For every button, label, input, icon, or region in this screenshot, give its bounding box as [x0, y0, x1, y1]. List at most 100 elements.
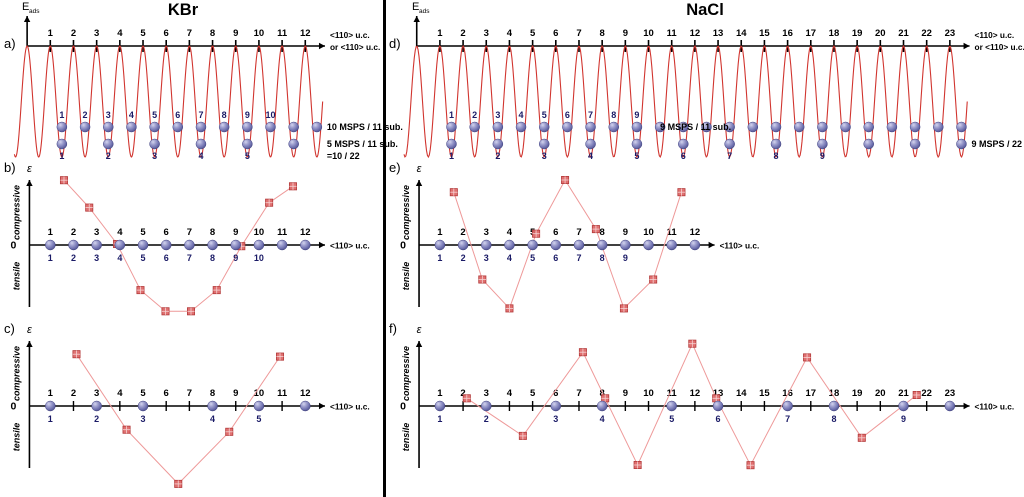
svg-text:12: 12	[690, 227, 701, 238]
svg-text:2: 2	[472, 110, 477, 120]
svg-text:0: 0	[11, 401, 17, 413]
svg-text:21: 21	[898, 388, 909, 399]
svg-text:1: 1	[48, 227, 54, 238]
svg-text:7: 7	[576, 28, 581, 39]
svg-text:15: 15	[759, 388, 770, 399]
svg-text:6: 6	[175, 110, 180, 120]
svg-text:a): a)	[4, 36, 16, 51]
svg-text:7: 7	[588, 110, 593, 120]
svg-text:2: 2	[71, 28, 76, 39]
svg-text:1: 1	[437, 414, 442, 424]
svg-text:2: 2	[495, 151, 500, 161]
svg-text:4: 4	[117, 253, 122, 263]
svg-text:tensile: tensile	[401, 423, 411, 452]
svg-text:6: 6	[716, 414, 721, 424]
svg-text:3: 3	[484, 227, 489, 238]
svg-text:or <110> u.c.: or <110> u.c.	[975, 42, 1024, 52]
svg-text:9: 9	[233, 227, 238, 238]
svg-text:ε: ε	[417, 163, 422, 175]
svg-text:4: 4	[507, 388, 513, 399]
svg-text:5: 5	[530, 253, 535, 263]
svg-text:<110> u.c.: <110> u.c.	[975, 30, 1015, 40]
svg-text:8: 8	[210, 388, 215, 399]
svg-text:4: 4	[117, 227, 123, 238]
svg-text:0: 0	[400, 240, 406, 252]
svg-text:7: 7	[576, 253, 581, 263]
svg-text:tensile: tensile	[11, 423, 21, 452]
svg-text:19: 19	[852, 28, 863, 39]
svg-text:4: 4	[507, 227, 513, 238]
svg-text:3: 3	[141, 414, 146, 424]
svg-text:compressive: compressive	[401, 346, 411, 401]
svg-text:4: 4	[507, 28, 513, 39]
svg-text:3: 3	[553, 414, 558, 424]
svg-text:8: 8	[222, 110, 227, 120]
svg-text:4: 4	[507, 253, 512, 263]
svg-text:6: 6	[164, 28, 169, 39]
svg-text:10: 10	[254, 28, 265, 39]
svg-text:5: 5	[634, 151, 639, 161]
svg-text:2: 2	[460, 227, 465, 238]
svg-text:8: 8	[210, 28, 215, 39]
svg-text:22: 22	[921, 28, 932, 39]
svg-text:3: 3	[94, 28, 99, 39]
svg-text:c): c)	[4, 321, 15, 336]
svg-text:<110> u.c.: <110> u.c.	[720, 241, 760, 251]
svg-text:e): e)	[389, 160, 401, 175]
svg-text:7: 7	[785, 414, 790, 424]
svg-text:7: 7	[187, 227, 192, 238]
svg-text:7: 7	[727, 151, 732, 161]
svg-text:2: 2	[106, 151, 111, 161]
svg-text:d): d)	[389, 36, 401, 51]
svg-text:3: 3	[484, 28, 489, 39]
svg-text:1: 1	[449, 151, 454, 161]
svg-text:1: 1	[437, 253, 442, 263]
svg-text:10: 10	[643, 227, 654, 238]
svg-text:3: 3	[106, 110, 111, 120]
svg-text:1: 1	[48, 253, 53, 263]
svg-text:2: 2	[484, 414, 489, 424]
svg-text:5: 5	[152, 110, 157, 120]
svg-text:6: 6	[164, 253, 169, 263]
svg-text:4: 4	[129, 110, 134, 120]
svg-text:1: 1	[48, 28, 54, 39]
svg-text:2: 2	[460, 28, 465, 39]
svg-text:1: 1	[437, 227, 443, 238]
svg-text:12: 12	[690, 28, 701, 39]
svg-text:1: 1	[59, 151, 64, 161]
svg-text:5: 5	[542, 110, 547, 120]
svg-text:7: 7	[187, 253, 192, 263]
svg-text:b): b)	[4, 160, 16, 175]
svg-text:20: 20	[875, 28, 886, 39]
svg-text:9: 9	[901, 414, 906, 424]
svg-text:22: 22	[921, 388, 932, 399]
svg-text:23: 23	[945, 28, 956, 39]
svg-text:2: 2	[461, 253, 466, 263]
svg-text:18: 18	[829, 28, 840, 39]
svg-text:9: 9	[623, 28, 628, 39]
svg-text:<110> u.c.: <110> u.c.	[330, 30, 370, 40]
svg-text:5: 5	[140, 28, 146, 39]
svg-text:7: 7	[576, 227, 581, 238]
svg-text:8: 8	[600, 28, 605, 39]
svg-text:7: 7	[576, 388, 581, 399]
svg-text:1: 1	[437, 388, 443, 399]
svg-text:0: 0	[11, 240, 17, 252]
svg-text:compressive: compressive	[11, 346, 21, 401]
svg-text:8: 8	[210, 227, 215, 238]
svg-text:10: 10	[254, 227, 265, 238]
svg-text:2: 2	[94, 414, 99, 424]
svg-text:compressive: compressive	[11, 185, 21, 240]
svg-text:5: 5	[530, 388, 536, 399]
svg-text:9: 9	[820, 151, 825, 161]
svg-text:ε: ε	[27, 324, 32, 336]
svg-text:ε: ε	[27, 163, 32, 175]
svg-text:9: 9	[623, 227, 628, 238]
svg-text:5: 5	[140, 388, 146, 399]
svg-text:17: 17	[805, 388, 816, 399]
svg-text:11: 11	[277, 388, 288, 399]
svg-text:5: 5	[530, 28, 536, 39]
svg-text:ε: ε	[417, 324, 422, 336]
svg-text:11: 11	[277, 28, 288, 39]
svg-text:9: 9	[623, 388, 628, 399]
